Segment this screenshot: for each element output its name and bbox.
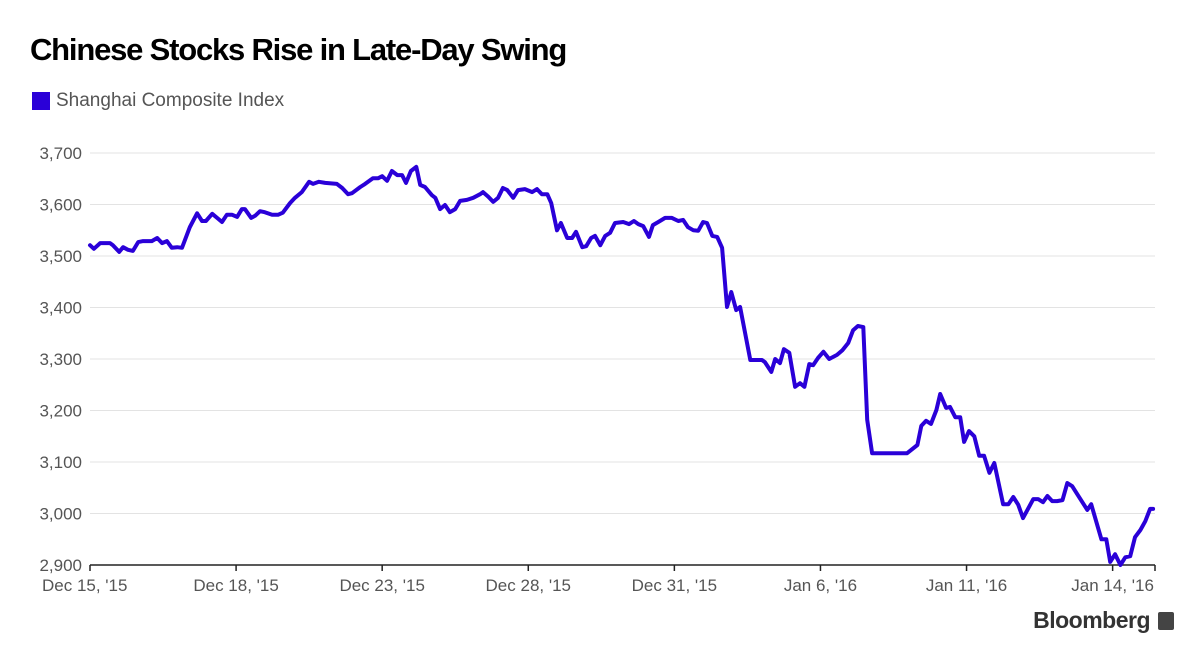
x-tick-label: Dec 23, '15: [339, 576, 424, 595]
y-tick-label: 3,500: [39, 247, 82, 266]
y-tick-label: 3,600: [39, 196, 82, 215]
x-tick-label: Dec 31, '15: [632, 576, 717, 595]
legend-label: Shanghai Composite Index: [56, 90, 285, 111]
y-tick-label: 3,200: [39, 402, 82, 421]
series-line-shanghai-composite: [88, 164, 1156, 567]
x-tick-label: Dec 18, '15: [193, 576, 278, 595]
y-tick-label: 3,700: [39, 144, 82, 163]
x-tick-label: Jan 14, '16: [1071, 576, 1154, 595]
x-tick-label: Jan 6, '16: [784, 576, 857, 595]
x-tick-label: Dec 28, '15: [486, 576, 571, 595]
y-tick-label: 3,100: [39, 453, 82, 472]
legend-swatch: [32, 92, 50, 110]
x-tick-label: Jan 11, '16: [926, 576, 1007, 595]
chart-icon: [1158, 611, 1174, 630]
y-tick-label: 3,300: [39, 350, 82, 369]
y-tick-label: 2,900: [39, 556, 82, 575]
x-tick-label: Dec 15, '15: [42, 576, 127, 595]
legend: Shanghai Composite Index: [32, 90, 284, 112]
y-tick-label: 3,000: [39, 505, 82, 524]
source-label: Bloomberg: [1033, 607, 1150, 633]
chart-title: Chinese Stocks Rise in Late-Day Swing: [30, 32, 567, 67]
bloomberg-logo: Bloomberg: [1033, 607, 1174, 634]
y-tick-label: 3,400: [39, 299, 82, 318]
